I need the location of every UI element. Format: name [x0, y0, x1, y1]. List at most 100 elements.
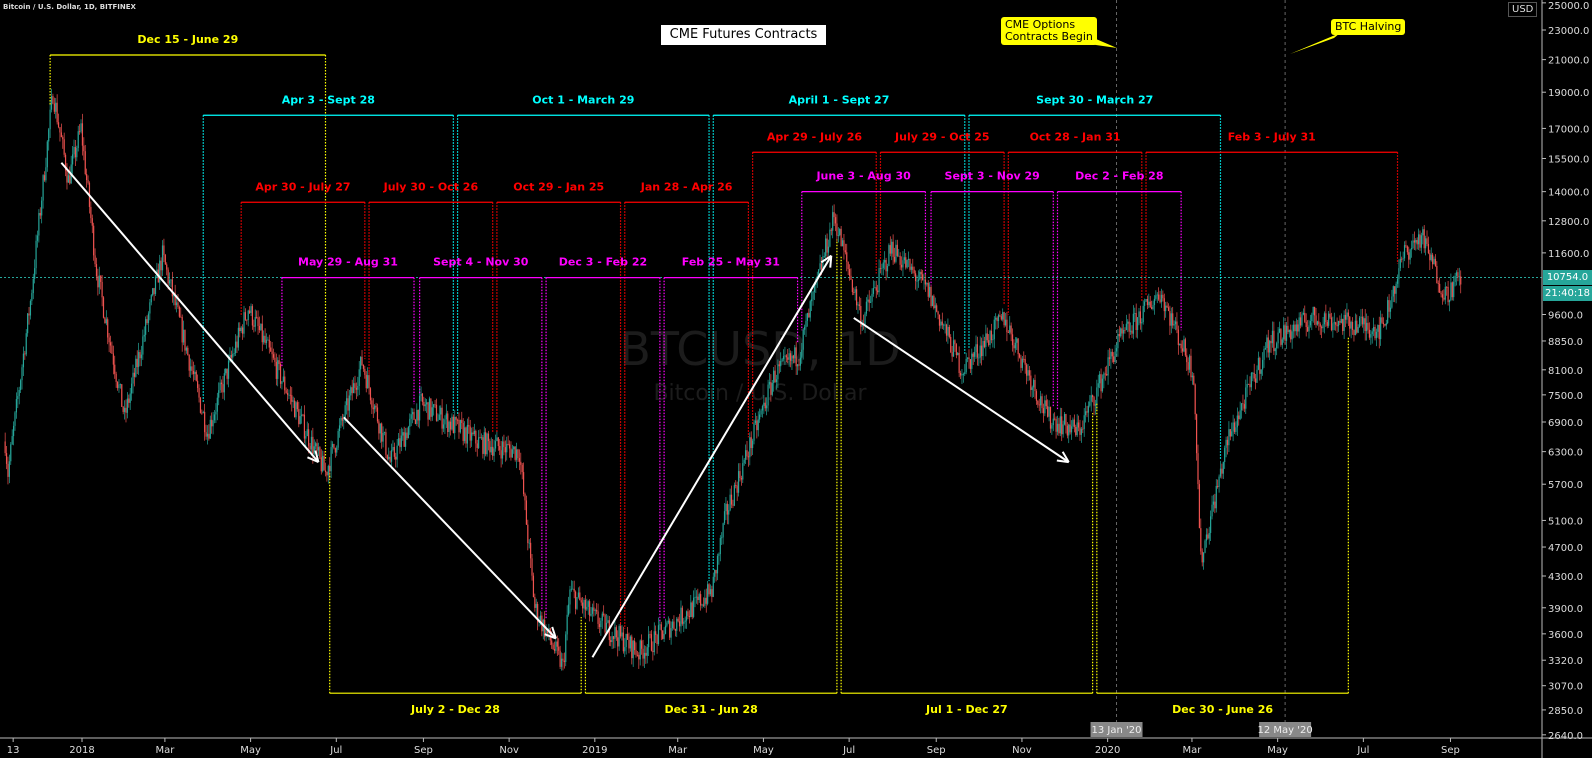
bracket-label: Dec 2 - Feb 28: [1075, 170, 1163, 183]
time-tick-label: Mar: [1183, 745, 1203, 756]
bracket-label: Apr 30 - July 27: [255, 180, 350, 193]
candle: [892, 241, 894, 257]
candle: [635, 650, 637, 655]
candle: [1358, 317, 1361, 328]
candle: [569, 589, 571, 605]
candle: [1276, 343, 1278, 349]
candle: [798, 364, 800, 366]
candle: [409, 418, 411, 427]
candle: [879, 268, 882, 269]
candle: [1427, 243, 1430, 254]
trend-arrow: [343, 416, 557, 640]
bracket-label: April 1 - Sept 27: [789, 93, 890, 106]
candle: [138, 352, 140, 368]
candle: [426, 402, 428, 405]
candle: [927, 282, 929, 297]
candle: [431, 407, 433, 417]
candle: [1266, 337, 1268, 348]
candle: [900, 264, 903, 268]
arrow-head: [820, 254, 832, 264]
candle: [100, 275, 102, 282]
candle: [1125, 323, 1127, 331]
candle: [1326, 322, 1328, 326]
bracket-label: Dec 31 - Jun 28: [664, 703, 757, 716]
candle: [87, 180, 89, 183]
candle: [350, 387, 352, 396]
candle: [913, 269, 915, 274]
candle: [760, 410, 762, 415]
candle: [270, 347, 272, 352]
candle: [360, 356, 362, 370]
candle: [785, 355, 787, 358]
candle: [629, 636, 631, 649]
candle: [951, 352, 953, 357]
candle: [854, 289, 856, 293]
candle: [1298, 317, 1300, 332]
candle: [851, 279, 853, 293]
candle: [1044, 400, 1046, 414]
candle: [1128, 321, 1130, 332]
currency-label[interactable]: USD: [1508, 2, 1538, 17]
candle: [1173, 324, 1175, 326]
candle: [974, 352, 976, 357]
candle: [1409, 249, 1411, 260]
bracket-label: Sept 30 - March 27: [1036, 93, 1153, 106]
candle: [1121, 328, 1123, 334]
candle: [64, 154, 67, 171]
candle: [538, 622, 540, 623]
candle: [507, 443, 509, 445]
candle: [728, 510, 730, 515]
candle: [71, 154, 74, 165]
candle: [944, 324, 946, 326]
candle: [601, 613, 603, 621]
candle: [437, 419, 439, 421]
candle: [1328, 313, 1330, 326]
candle: [1389, 307, 1392, 312]
price-tick-label: 3600.0: [1548, 630, 1583, 641]
candle: [823, 256, 825, 257]
candle: [122, 406, 124, 412]
last-price-tag: 10754.0: [1543, 270, 1592, 285]
candle: [338, 425, 341, 432]
trend-arrow: [60, 162, 320, 463]
candle: [574, 591, 577, 609]
candle: [320, 457, 322, 472]
candle: [147, 313, 150, 324]
candle: [66, 170, 68, 183]
candle: [358, 369, 360, 387]
candle: [1086, 411, 1088, 413]
candle: [1384, 324, 1386, 326]
candle: [1336, 324, 1338, 327]
candle: [1124, 330, 1126, 331]
candle: [63, 139, 65, 155]
candle: [419, 395, 421, 421]
candle: [374, 405, 376, 410]
candle: [752, 440, 754, 448]
candle: [326, 472, 328, 476]
candle: [98, 275, 100, 288]
candle: [12, 425, 15, 437]
price-tick-label: 9600.0: [1548, 310, 1583, 321]
candle: [239, 327, 241, 332]
candle: [376, 407, 379, 422]
candle: [174, 292, 176, 306]
candle: [1246, 383, 1248, 388]
candle: [227, 360, 230, 379]
candle: [118, 384, 120, 389]
candle: [17, 396, 19, 400]
candle: [1257, 357, 1260, 370]
candle: [448, 421, 450, 433]
candle: [135, 358, 137, 377]
candle: [20, 380, 22, 391]
candle: [1191, 375, 1193, 378]
candle: [1306, 327, 1309, 332]
candle: [204, 411, 206, 433]
candle: [612, 636, 615, 639]
candle: [168, 280, 171, 284]
candle: [285, 390, 287, 394]
candle: [972, 353, 974, 357]
candle: [931, 295, 934, 307]
candle: [884, 259, 886, 263]
candle: [22, 353, 25, 368]
